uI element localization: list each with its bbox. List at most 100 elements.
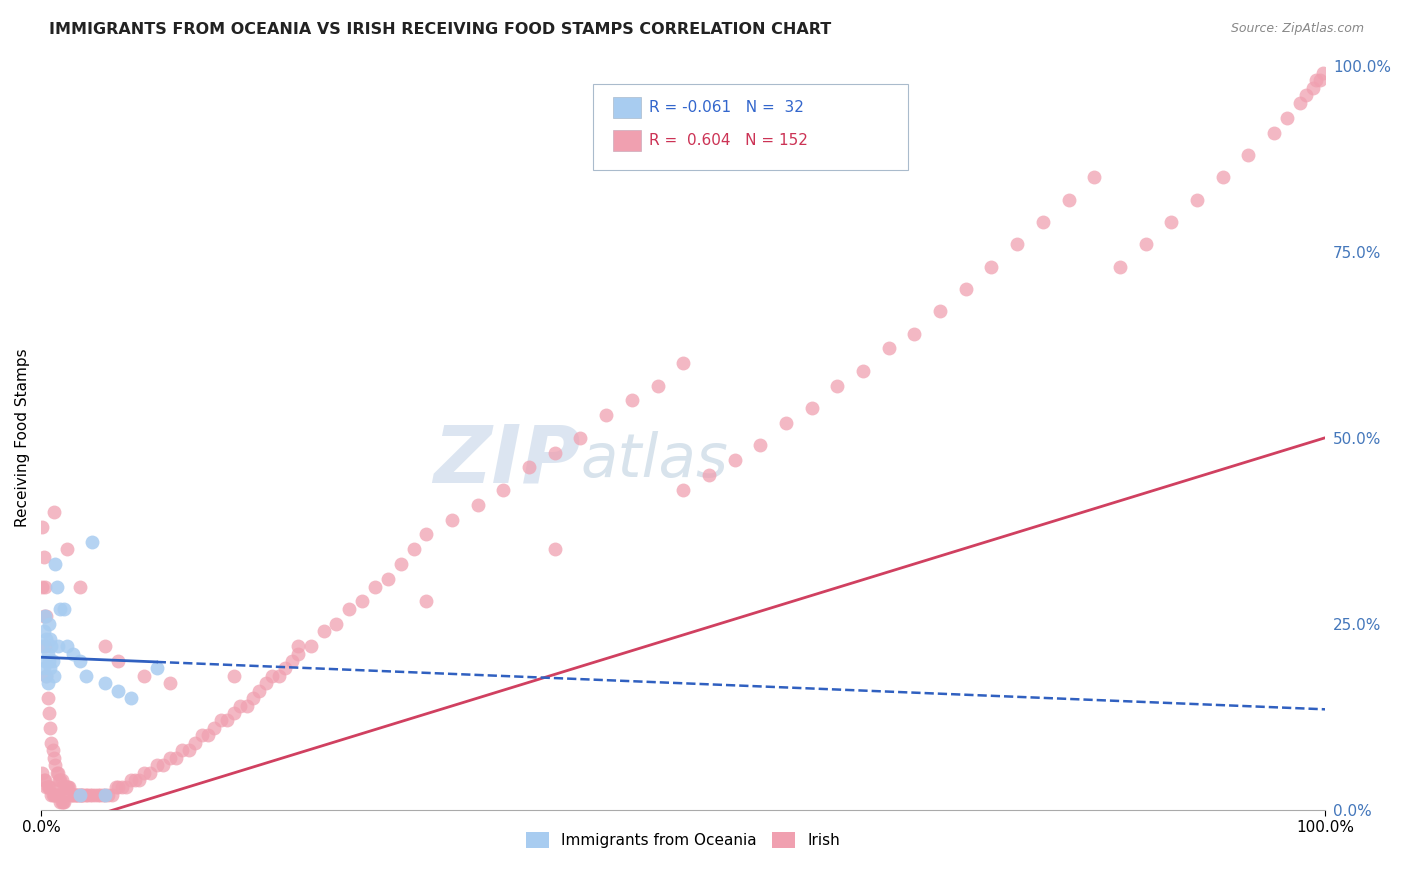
Point — [749, 438, 772, 452]
Point — [94, 676, 117, 690]
Point — [124, 772, 146, 787]
Point — [249, 683, 271, 698]
Point — [139, 765, 162, 780]
Point — [58, 780, 80, 795]
Point — [190, 728, 212, 742]
Point — [34, 639, 56, 653]
Point — [1032, 215, 1054, 229]
Point — [76, 788, 98, 802]
Point — [217, 714, 239, 728]
Legend: Immigrants from Oceania, Irish: Immigrants from Oceania, Irish — [520, 826, 846, 855]
Point — [1295, 88, 1317, 103]
Point — [79, 788, 101, 802]
Text: ZIP: ZIP — [433, 421, 581, 499]
Point — [111, 780, 134, 795]
Point — [37, 691, 59, 706]
Point — [415, 594, 437, 608]
Point — [877, 342, 900, 356]
Point — [120, 772, 142, 787]
Point — [1109, 260, 1132, 274]
Point — [75, 669, 97, 683]
Point — [65, 788, 87, 802]
Point — [1263, 126, 1285, 140]
Point — [53, 796, 76, 810]
Point — [544, 542, 567, 557]
Point — [34, 609, 56, 624]
Point — [51, 796, 73, 810]
Point — [697, 467, 720, 482]
Text: atlas: atlas — [581, 431, 728, 490]
Point — [32, 661, 55, 675]
Point — [352, 594, 374, 608]
Point — [299, 639, 322, 653]
Point — [48, 772, 70, 787]
Point — [62, 647, 84, 661]
Point — [67, 788, 90, 802]
Point — [441, 512, 464, 526]
Point — [364, 580, 387, 594]
Point — [35, 780, 58, 795]
Point — [41, 639, 63, 653]
Point — [32, 624, 55, 639]
Point — [723, 453, 745, 467]
Point — [1005, 237, 1028, 252]
Point — [903, 326, 925, 341]
Point — [52, 796, 75, 810]
Point — [70, 788, 93, 802]
Point — [32, 772, 55, 787]
Point — [48, 788, 70, 802]
Point — [1212, 170, 1234, 185]
Point — [38, 706, 60, 720]
Point — [42, 505, 65, 519]
Point — [222, 706, 245, 720]
Point — [107, 780, 129, 795]
Point — [184, 736, 207, 750]
Point — [569, 431, 592, 445]
Point — [41, 736, 63, 750]
Point — [337, 602, 360, 616]
Point — [45, 788, 67, 802]
Point — [132, 669, 155, 683]
Point — [70, 788, 93, 802]
Point — [56, 542, 79, 557]
Point — [72, 788, 94, 802]
Point — [128, 772, 150, 787]
Point — [235, 698, 257, 713]
Point — [56, 780, 79, 795]
Point — [41, 743, 63, 757]
Point — [44, 558, 66, 572]
Point — [1305, 73, 1327, 87]
Point — [980, 260, 1002, 274]
Point — [69, 788, 91, 802]
Point — [104, 780, 127, 795]
Point — [31, 580, 53, 594]
Point — [159, 676, 181, 690]
Point — [41, 788, 63, 802]
Point — [204, 721, 226, 735]
Point — [94, 788, 117, 802]
Point — [620, 393, 643, 408]
Point — [53, 780, 76, 795]
Point — [37, 780, 59, 795]
Point — [262, 669, 284, 683]
Point — [42, 669, 65, 683]
Point — [42, 788, 65, 802]
Point — [280, 654, 302, 668]
Point — [672, 356, 695, 370]
Point — [287, 639, 309, 653]
Point — [94, 788, 117, 802]
Bar — [613, 97, 641, 118]
Point — [1312, 66, 1334, 80]
Point — [159, 750, 181, 764]
Point — [100, 788, 122, 802]
Point — [53, 602, 76, 616]
Point — [377, 572, 399, 586]
Point — [69, 788, 91, 802]
Point — [1057, 193, 1080, 207]
Point — [222, 669, 245, 683]
Point — [55, 780, 77, 795]
Point — [49, 602, 72, 616]
Point — [132, 765, 155, 780]
Point — [197, 728, 219, 742]
Text: IMMIGRANTS FROM OCEANIA VS IRISH RECEIVING FOOD STAMPS CORRELATION CHART: IMMIGRANTS FROM OCEANIA VS IRISH RECEIVI… — [49, 22, 831, 37]
